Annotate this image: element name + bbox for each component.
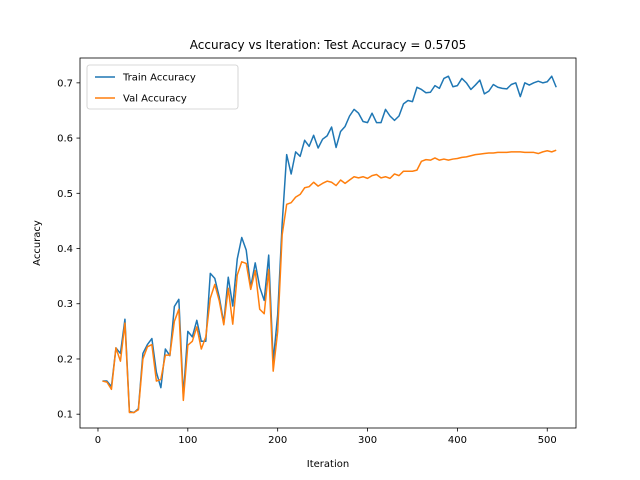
y-tick-label: 0.1 xyxy=(57,410,73,421)
chart-title: Accuracy vs Iteration: Test Accuracy = 0… xyxy=(190,38,466,52)
y-axis: 0.1 0.2 0.3 0.4 0.5 0.6 0.7 xyxy=(57,78,80,421)
y-tick-label: 0.3 xyxy=(57,299,73,310)
x-axis-label: Iteration xyxy=(307,459,349,470)
series-line-val-accuracy xyxy=(102,149,557,414)
x-tick-label: 200 xyxy=(268,435,287,446)
y-tick-label: 0.6 xyxy=(57,134,73,145)
x-axis: 0 100 200 300 400 500 xyxy=(95,428,557,446)
y-tick-label: 0.7 xyxy=(57,78,73,89)
y-tick-label: 0.5 xyxy=(57,189,73,200)
x-tick-label: 400 xyxy=(448,435,467,446)
axes-frame xyxy=(79,57,577,429)
series-line-train-accuracy xyxy=(102,75,557,414)
x-tick-label: 0 xyxy=(95,435,101,446)
plot-area xyxy=(79,57,577,429)
y-tick-label: 0.4 xyxy=(57,244,73,255)
legend-entry: Val Accuracy xyxy=(123,94,187,105)
legend-entry: Train Accuracy xyxy=(122,73,196,84)
legend-box xyxy=(86,64,239,110)
legend: Train Accuracy Val Accuracy xyxy=(86,64,239,110)
x-tick-label: 300 xyxy=(358,435,377,446)
y-axis-label: Accuracy xyxy=(32,220,43,266)
y-tick-label: 0.2 xyxy=(57,354,73,365)
x-tick-label: 100 xyxy=(178,435,197,446)
x-tick-label: 500 xyxy=(538,435,557,446)
